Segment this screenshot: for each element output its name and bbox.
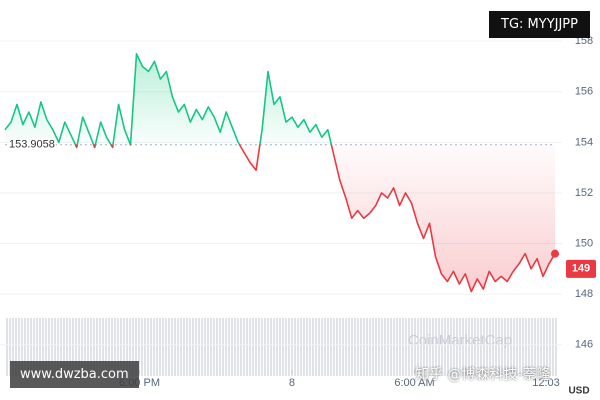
y-tick-label: 150: [575, 237, 593, 249]
area-fill: [5, 53, 555, 292]
y-tick-label: 156: [575, 86, 593, 98]
price-tag: [566, 259, 596, 278]
currency-label: USD: [568, 386, 589, 397]
x-tick-label: 12:03: [532, 377, 560, 389]
baseline-label: 153.9058: [9, 139, 55, 151]
y-tick-label: 152: [575, 187, 593, 199]
y-tick-label: 154: [575, 136, 593, 148]
y-tick-label: 148: [575, 288, 593, 300]
x-tick-label: 6:00 AM: [394, 377, 434, 389]
price-line: [4, 53, 556, 293]
site-watermark: www.dwzba.com: [10, 361, 139, 388]
price-tag-label: 149: [572, 263, 590, 275]
author-watermark: 知乎 @博森科技-萘隆: [415, 367, 551, 383]
y-tick-label: 146: [575, 339, 593, 351]
source-watermark: CoinMarketCap: [408, 332, 512, 349]
y-tick-label: 158: [575, 35, 593, 47]
x-tick-label: 8: [289, 377, 295, 389]
tg-watermark: TG: MYYJJPP: [489, 11, 590, 38]
last-point: [551, 249, 559, 258]
